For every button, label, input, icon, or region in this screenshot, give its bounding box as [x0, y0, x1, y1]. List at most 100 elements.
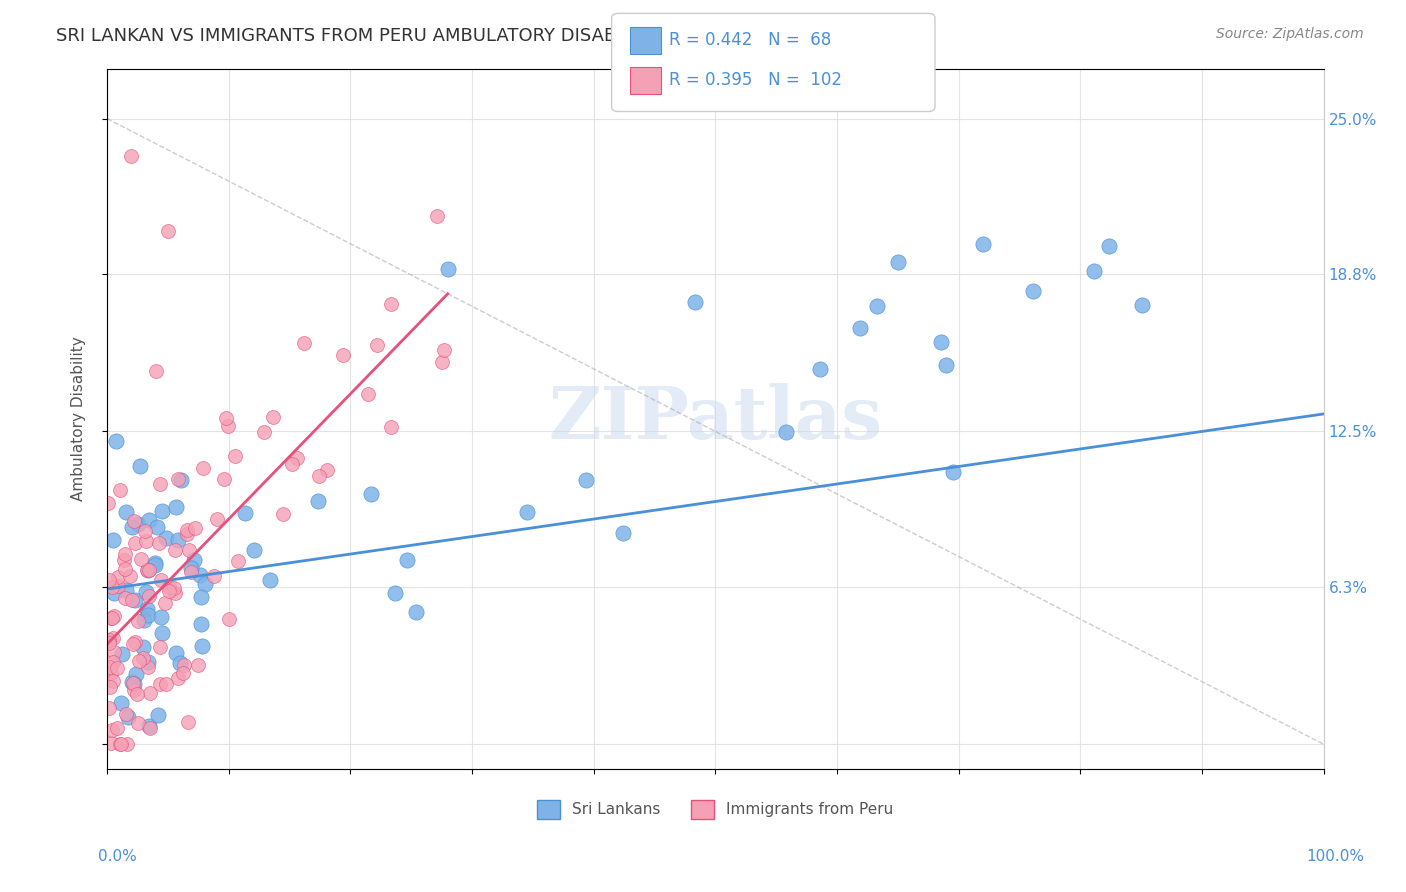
Sri Lankans [152, 504, 174, 518]
Sri Lankans [101, 533, 124, 547]
Immigrants from Peru [173, 657, 195, 672]
Sri Lankans [167, 533, 190, 547]
Immigrants from Peru [357, 387, 380, 401]
Sri Lankans [121, 675, 143, 690]
Sri Lankans [134, 614, 156, 628]
Immigrants from Peru [153, 596, 176, 610]
Sri Lankans [110, 696, 132, 710]
Immigrants from Peru [120, 569, 142, 583]
Immigrants from Peru [107, 578, 129, 592]
Immigrants from Peru [103, 608, 125, 623]
Immigrants from Peru [332, 348, 354, 362]
Immigrants from Peru [97, 633, 120, 648]
Sri Lankans [124, 676, 146, 690]
Immigrants from Peru [212, 472, 235, 486]
Sri Lankans [188, 568, 211, 582]
Immigrants from Peru [149, 574, 172, 588]
Sri Lankans [259, 573, 281, 587]
Sri Lankans [138, 513, 160, 527]
Immigrants from Peru [131, 650, 153, 665]
Sri Lankans [808, 362, 831, 376]
Sri Lankans [384, 585, 406, 599]
Sri Lankans [405, 605, 427, 619]
Sri Lankans [124, 666, 146, 681]
Immigrants from Peru [128, 654, 150, 668]
Immigrants from Peru [191, 461, 214, 475]
Immigrants from Peru [136, 660, 159, 674]
Immigrants from Peru [97, 636, 120, 650]
Sri Lankans [307, 494, 329, 508]
Sri Lankans [849, 320, 872, 334]
Immigrants from Peru [380, 296, 402, 310]
Text: SRI LANKAN VS IMMIGRANTS FROM PERU AMBULATORY DISABILITY CORRELATION CHART: SRI LANKAN VS IMMIGRANTS FROM PERU AMBUL… [56, 27, 859, 45]
Sri Lankans [117, 709, 139, 723]
Sri Lankans [111, 648, 134, 662]
Sri Lankans [128, 458, 150, 473]
Immigrants from Peru [217, 418, 239, 433]
Immigrants from Peru [149, 477, 172, 491]
Immigrants from Peru [433, 343, 456, 357]
Sri Lankans [138, 719, 160, 733]
Sri Lankans [135, 585, 157, 599]
Immigrants from Peru [110, 737, 132, 751]
Immigrants from Peru [262, 410, 284, 425]
Immigrants from Peru [107, 570, 129, 584]
Immigrants from Peru [145, 364, 167, 378]
Sri Lankans [612, 526, 634, 541]
Immigrants from Peru [432, 354, 454, 368]
Immigrants from Peru [100, 665, 122, 680]
Sri Lankans [935, 358, 957, 372]
Immigrants from Peru [101, 723, 124, 737]
Sri Lankans [146, 707, 169, 722]
Immigrants from Peru [122, 515, 145, 529]
Immigrants from Peru [103, 674, 125, 689]
Immigrants from Peru [426, 209, 449, 223]
Immigrants from Peru [122, 637, 145, 651]
Sri Lankans [1098, 239, 1121, 253]
Sri Lankans [436, 261, 458, 276]
Immigrants from Peru [124, 635, 146, 649]
Immigrants from Peru [156, 224, 179, 238]
Sri Lankans [190, 616, 212, 631]
Immigrants from Peru [103, 655, 125, 669]
Immigrants from Peru [177, 715, 200, 730]
Immigrants from Peru [252, 425, 274, 439]
Immigrants from Peru [149, 640, 172, 654]
Immigrants from Peru [218, 611, 240, 625]
Immigrants from Peru [100, 736, 122, 750]
Sri Lankans [143, 556, 166, 570]
Immigrants from Peru [98, 700, 121, 714]
Immigrants from Peru [366, 338, 388, 352]
Immigrants from Peru [179, 543, 201, 558]
Immigrants from Peru [120, 149, 142, 163]
Sri Lankans [942, 466, 965, 480]
Sri Lankans [183, 553, 205, 567]
Immigrants from Peru [110, 483, 132, 497]
Immigrants from Peru [224, 449, 246, 463]
Immigrants from Peru [105, 661, 128, 675]
Sri Lankans [1083, 264, 1105, 278]
Immigrants from Peru [180, 566, 202, 580]
Immigrants from Peru [159, 583, 181, 598]
Immigrants from Peru [108, 737, 131, 751]
Text: Source: ZipAtlas.com: Source: ZipAtlas.com [1216, 27, 1364, 41]
Sri Lankans [132, 640, 155, 655]
Text: 0.0%: 0.0% [98, 849, 138, 863]
Immigrants from Peru [105, 721, 128, 735]
Immigrants from Peru [127, 687, 149, 701]
Immigrants from Peru [127, 614, 149, 628]
Immigrants from Peru [122, 682, 145, 697]
Immigrants from Peru [98, 681, 121, 695]
Sri Lankans [574, 473, 596, 487]
Immigrants from Peru [292, 336, 315, 351]
Immigrants from Peru [100, 611, 122, 625]
Immigrants from Peru [101, 631, 124, 645]
Immigrants from Peru [155, 676, 177, 690]
Sri Lankans [180, 561, 202, 575]
Immigrants from Peru [149, 677, 172, 691]
Immigrants from Peru [215, 411, 238, 425]
Immigrants from Peru [122, 675, 145, 690]
Text: R = 0.442   N =  68: R = 0.442 N = 68 [669, 31, 831, 49]
Immigrants from Peru [100, 660, 122, 674]
Sri Lankans [194, 577, 217, 591]
